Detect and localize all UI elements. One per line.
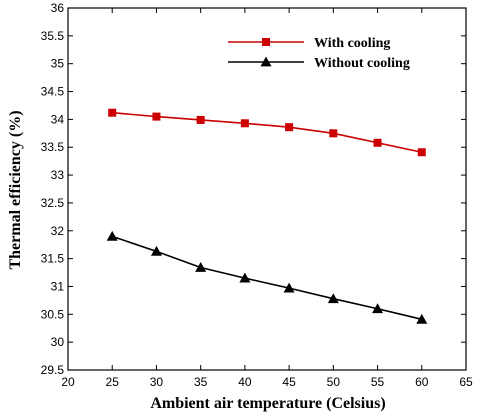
series-1 bbox=[106, 230, 428, 324]
data-point bbox=[416, 313, 428, 324]
y-axis-label: Thermal efficiency (%) bbox=[7, 110, 24, 269]
data-point bbox=[195, 262, 207, 272]
x-tick-label: 40 bbox=[238, 375, 252, 389]
series-0 bbox=[108, 108, 426, 157]
x-tick-label: 50 bbox=[327, 375, 341, 389]
x-tick-label: 55 bbox=[371, 375, 385, 389]
data-point bbox=[239, 272, 251, 283]
data-point bbox=[417, 148, 426, 157]
plot-frame bbox=[67, 7, 467, 371]
series-line bbox=[111, 235, 422, 321]
x-tick-label: 25 bbox=[106, 375, 120, 389]
x-tick-label: 45 bbox=[282, 375, 296, 389]
data-point bbox=[106, 230, 118, 241]
x-tick-label: 60 bbox=[415, 375, 429, 389]
y-tick-label: 32.5 bbox=[41, 196, 65, 210]
y-tick-label: 33 bbox=[51, 168, 65, 182]
series-layer bbox=[106, 108, 428, 324]
y-tick-label: 35 bbox=[51, 57, 65, 71]
legend-item: With cooling bbox=[228, 36, 390, 51]
data-point bbox=[150, 245, 162, 256]
y-tick-label: 32 bbox=[51, 224, 65, 238]
series-line bbox=[112, 111, 422, 154]
data-point bbox=[283, 282, 295, 293]
x-tick-label: 35 bbox=[194, 375, 208, 389]
data-point bbox=[108, 108, 117, 117]
data-point bbox=[285, 123, 294, 132]
y-tick-label: 30 bbox=[51, 335, 65, 349]
y-tick-label: 34.5 bbox=[41, 85, 65, 99]
data-point bbox=[196, 115, 205, 124]
y-tick-label: 31.5 bbox=[41, 252, 65, 266]
data-point bbox=[329, 129, 338, 138]
y-tick-label: 36 bbox=[51, 1, 65, 15]
axis-ticks: 20 25 30 35 40 45 50 55 60 65 29.5 30 30.5 31 31.5 32 32… bbox=[41, 1, 473, 389]
x-tick-label: 65 bbox=[459, 375, 473, 389]
legend-item: Without cooling bbox=[228, 56, 410, 71]
legend-label: With cooling bbox=[314, 36, 390, 51]
data-point bbox=[152, 112, 161, 121]
y-tick-label: 31 bbox=[51, 279, 65, 293]
legend-marker bbox=[260, 56, 272, 67]
data-point bbox=[373, 138, 382, 147]
y-tick-label: 35.5 bbox=[41, 29, 65, 43]
data-point bbox=[240, 119, 249, 128]
x-tick-label: 30 bbox=[150, 375, 164, 389]
y-tick-label: 29.5 bbox=[41, 363, 65, 377]
legend-label: Without cooling bbox=[314, 56, 410, 71]
data-point bbox=[372, 303, 384, 314]
data-point bbox=[327, 293, 339, 304]
y-tick-label: 30.5 bbox=[41, 307, 65, 321]
legend: With cooling Without cooling bbox=[228, 36, 410, 71]
y-tick-label: 34 bbox=[51, 112, 65, 126]
y-tick-label: 33.5 bbox=[41, 140, 65, 154]
legend-marker bbox=[262, 38, 270, 46]
x-axis-label: Ambient air temperature (Celsius) bbox=[150, 395, 385, 412]
x-tick-label: 20 bbox=[61, 375, 75, 389]
